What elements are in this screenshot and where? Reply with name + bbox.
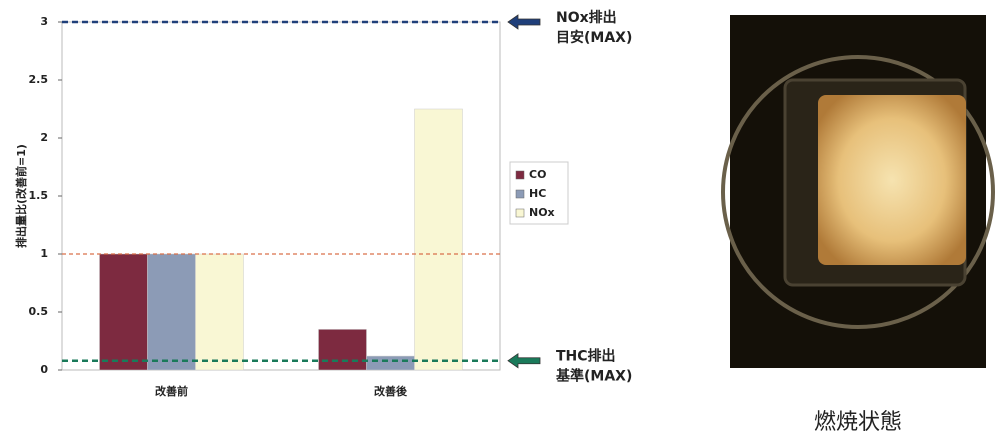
photo-caption: 燃焼状態 (814, 410, 902, 435)
photo (721, 15, 995, 368)
y-tick-label: 2 (40, 131, 48, 144)
legend-swatch (515, 208, 525, 218)
y-tick-label: 0.5 (29, 305, 49, 318)
annotation: 目安(MAX) (556, 29, 632, 46)
y-tick-label: 1 (40, 247, 48, 260)
bar (147, 253, 196, 371)
photo-ring (721, 55, 995, 329)
bar (366, 355, 415, 371)
bar (99, 253, 148, 371)
y-tick-label: 2.5 (29, 73, 49, 86)
legend-swatch (515, 189, 525, 199)
y-tick-label: 1.5 (29, 189, 49, 202)
x-tick-label: 改善前 (155, 384, 188, 398)
x-tick-label: 改善後 (374, 384, 408, 398)
annotation: 基準(MAX) (556, 368, 632, 385)
y-axis-label: 排出量比(改善前=1) (14, 144, 28, 248)
annotation-arrow (507, 352, 541, 369)
legend-label: CO (529, 168, 546, 181)
annotation: THC排出 (556, 348, 616, 365)
annotation-arrow (507, 14, 541, 30)
bar (414, 108, 463, 371)
legend-label: HC (529, 187, 546, 200)
photo-flame (818, 95, 966, 265)
y-tick-label: 0 (40, 363, 48, 376)
legend-swatch (515, 170, 525, 180)
legend-label: NOx (529, 206, 555, 219)
annotation: NOx排出 (556, 9, 617, 26)
bar (195, 253, 244, 371)
bar (318, 329, 367, 371)
y-tick-label: 3 (40, 15, 48, 28)
